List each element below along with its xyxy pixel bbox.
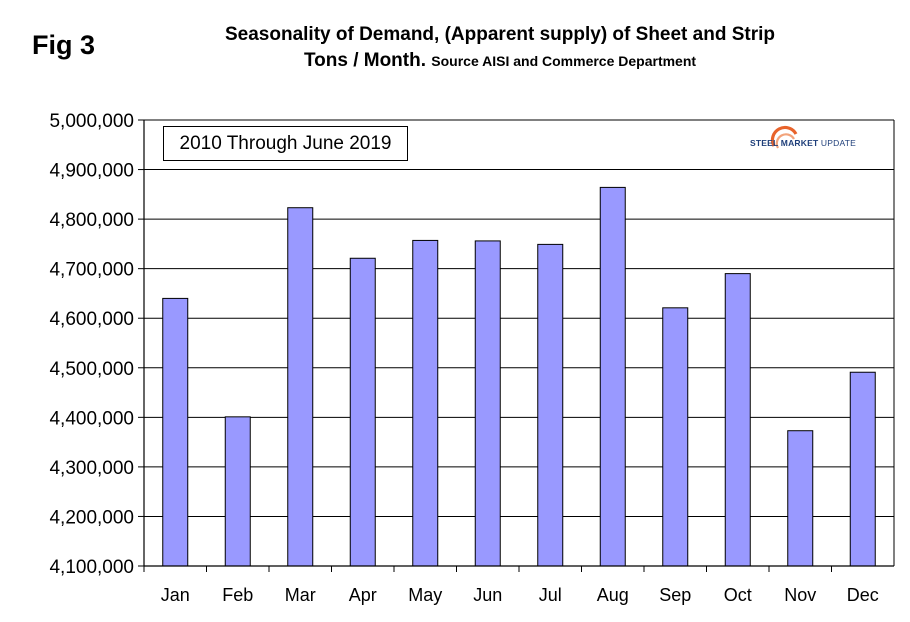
- bar-may: [412, 239, 439, 567]
- chart-title-source: Source AISI and Commerce Department: [431, 53, 697, 69]
- bar-sep: [662, 307, 689, 567]
- x-tick-label: Jan: [161, 585, 190, 605]
- steel-market-update-logo: STEEL MARKET UPDATE: [736, 124, 876, 164]
- bar-feb: [224, 416, 251, 567]
- x-tick-label: Dec: [847, 585, 879, 605]
- x-tick-label: Feb: [222, 585, 253, 605]
- steel-market-update-logo-icon: [770, 125, 798, 149]
- y-tick-label: 4,400,000: [49, 408, 134, 429]
- bar-dec: [849, 371, 876, 567]
- x-tick-label: Mar: [285, 585, 316, 605]
- bar-aug: [599, 186, 626, 567]
- bars: [162, 186, 876, 567]
- y-tick-label: 4,700,000: [49, 260, 134, 281]
- x-tick-label: Nov: [784, 585, 816, 605]
- bar-apr: [349, 257, 376, 567]
- axes: [138, 119, 895, 572]
- bar-oct: [724, 273, 751, 567]
- x-tick-label: Apr: [349, 585, 377, 605]
- y-tick-label: 4,900,000: [49, 161, 134, 182]
- logo-wordmark: STEEL MARKET UPDATE: [750, 138, 856, 148]
- bar-jan: [162, 297, 189, 567]
- x-tick-labels: Jan Feb Mar Apr May Jun Jul Aug Sep Oct Nov Dec: [161, 585, 879, 605]
- bar-jun: [474, 240, 501, 567]
- grid-lines: [144, 119, 894, 567]
- chart-title-units: Tons / Month.: [303, 50, 426, 71]
- x-tick-label: Sep: [659, 585, 691, 605]
- y-tick-label: 4,300,000: [49, 458, 134, 479]
- y-tick-labels: 4,100,000 4,200,000 4,300,000 4,400,000 4,50…: [49, 111, 134, 578]
- logo-text-strong: STEEL MARKET: [750, 138, 819, 148]
- bar-mar: [287, 207, 314, 567]
- logo-text-light: UPDATE: [820, 138, 856, 148]
- y-tick-label: 4,200,000: [49, 507, 134, 528]
- figure-label: Fig 3: [32, 30, 96, 60]
- date-range-annotation: 2010 Through June 2019: [163, 126, 408, 161]
- y-tick-label: 4,800,000: [49, 210, 134, 231]
- y-tick-label: 4,500,000: [49, 359, 134, 380]
- y-tick-label: 4,600,000: [49, 309, 134, 330]
- y-tick-label: 5,000,000: [49, 111, 134, 132]
- bar-nov: [787, 430, 814, 567]
- y-tick-label: 4,100,000: [49, 557, 134, 578]
- x-tick-label: May: [408, 585, 442, 605]
- x-tick-label: Jun: [473, 585, 502, 605]
- chart-title-line2: Tons / Month. Source AISI and Commerce D…: [0, 50, 910, 72]
- x-tick-label: Jul: [539, 585, 562, 605]
- bar-jul: [537, 243, 564, 567]
- x-tick-label: Aug: [597, 585, 629, 605]
- chart-title-line1: Seasonality of Demand, (Apparent supply)…: [224, 24, 776, 45]
- x-tick-label: Oct: [724, 585, 752, 605]
